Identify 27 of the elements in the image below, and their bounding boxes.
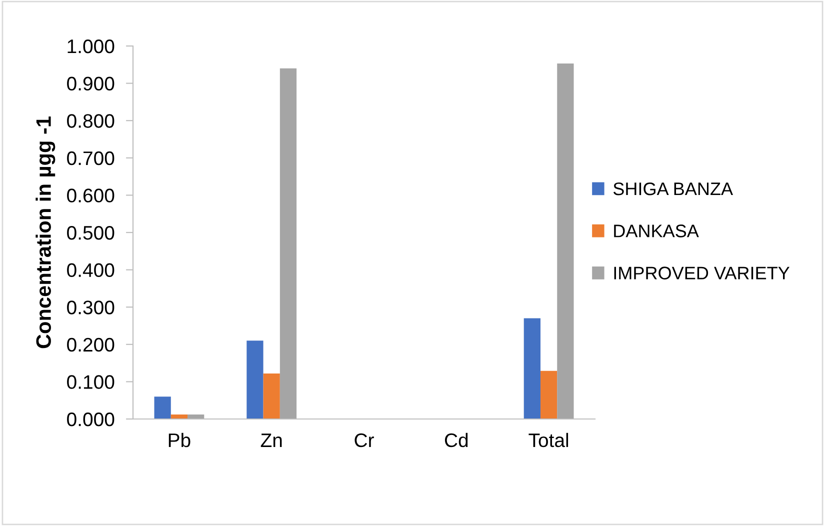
bar: [263, 373, 280, 419]
legend-label: DANKASA: [614, 224, 699, 238]
legend-label: SHIGA BANZA: [613, 182, 733, 196]
y-tick-label: 0.500: [67, 226, 114, 240]
y-tick-label: 0.900: [67, 76, 114, 91]
y-tick-label: 0.600: [67, 188, 114, 202]
bar: [557, 64, 574, 419]
y-tick-label: 0.800: [67, 114, 114, 128]
x-tick-label: Zn: [260, 434, 282, 447]
x-tick-label: Total: [528, 432, 568, 448]
bar: [246, 340, 264, 419]
x-tick-label: Pb: [168, 432, 190, 448]
x-tick-label: Cd: [444, 432, 468, 448]
y-axis-title: Concentration in µgg -1: [36, 116, 56, 348]
bar: [280, 68, 297, 419]
y-tick-label: 0.100: [67, 375, 114, 389]
y-tick-label: 0.400: [67, 263, 114, 278]
x-tick-label: Cr: [354, 433, 374, 448]
y-tick-label: 1.000: [68, 39, 114, 54]
y-tick-label: 0.300: [67, 300, 114, 314]
y-tick-label: 0.000: [67, 412, 114, 426]
bar: [154, 396, 171, 419]
bar: [524, 318, 540, 419]
legend-label: IMPROVED VARIETY: [614, 266, 790, 280]
y-tick-label: 0.200: [67, 338, 114, 352]
y-tick-label: 0.700: [67, 151, 114, 166]
bar: [540, 370, 558, 419]
